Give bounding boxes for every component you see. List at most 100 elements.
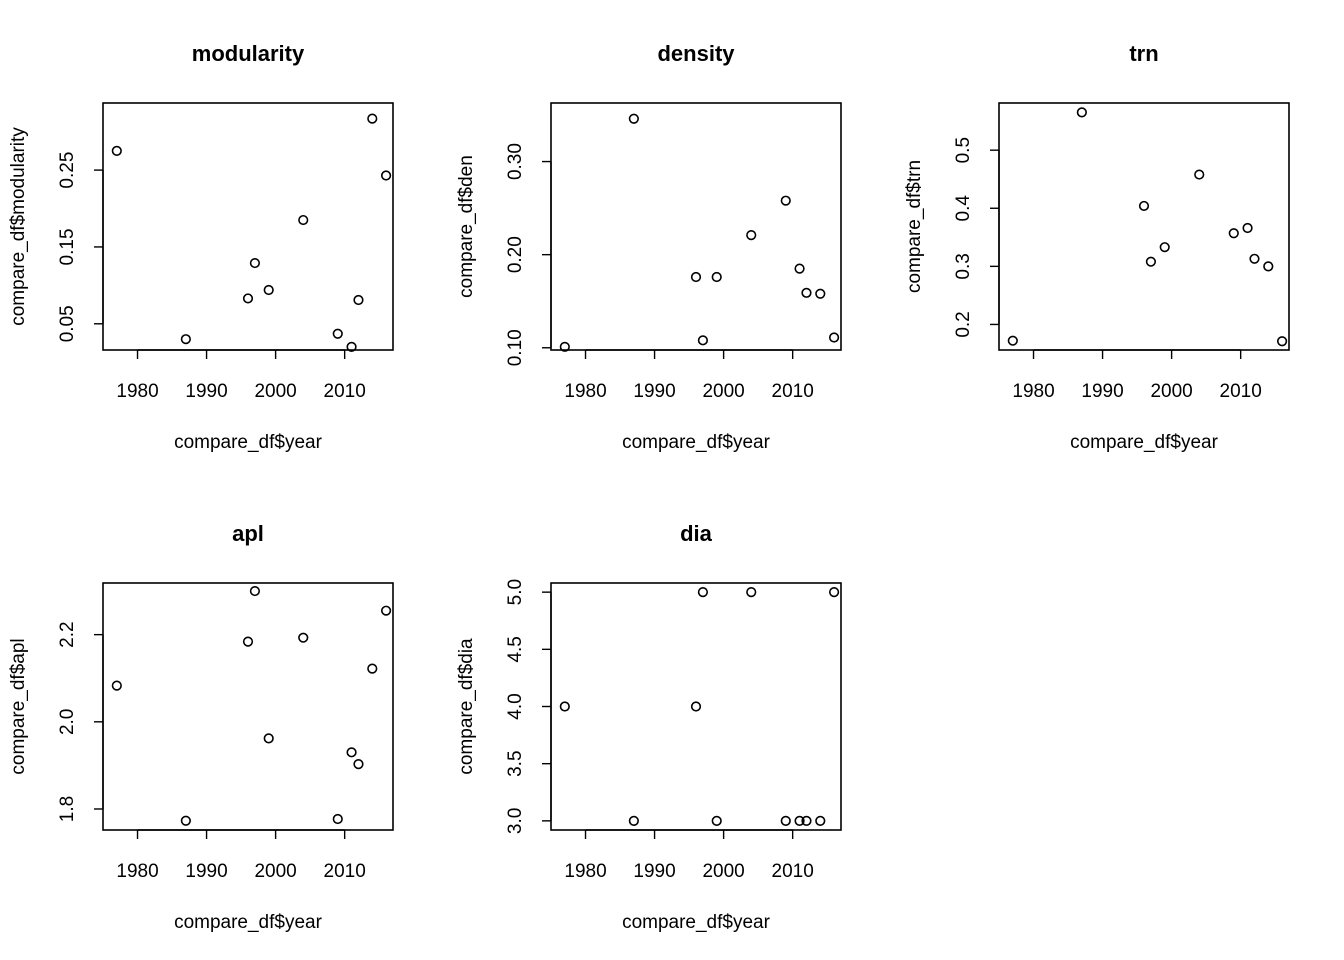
data-point (298, 214, 309, 226)
x-tick-label: 2000 (254, 381, 296, 402)
data-point (180, 334, 191, 345)
data-point (1159, 242, 1170, 253)
data-point (263, 733, 274, 744)
x-tick-label: 1990 (185, 381, 227, 402)
y-tick-label: 2.2 (57, 621, 78, 647)
plot-box (998, 102, 1290, 351)
chart-panel-apl: apl 1980 1990 2000 2010 1.8 2.0 2.2 compare_df$y… (8, 521, 394, 933)
y-tick-label: 0.20 (505, 236, 526, 273)
data-point (298, 632, 309, 643)
data-point (346, 341, 357, 352)
x-tick-label: 2000 (254, 861, 296, 882)
y-axis-label: compare_df$trn (904, 160, 925, 293)
data-point (249, 585, 261, 597)
data-point (815, 815, 826, 826)
data-point (263, 284, 274, 296)
data-point (380, 605, 392, 616)
data-point (111, 680, 122, 691)
plot-box (102, 102, 394, 351)
data-point (690, 701, 702, 712)
data-point (242, 293, 254, 304)
data-point (353, 758, 364, 770)
x-axis-label: compare_df$year (1070, 432, 1219, 453)
y-axis-label: compare_df$dia (456, 638, 477, 775)
x-tick-label: 2000 (1150, 381, 1192, 402)
data-point (332, 813, 343, 825)
y-tick-label: 0.3 (953, 253, 974, 279)
data-point (780, 195, 791, 206)
plot-box (550, 582, 842, 831)
x-tick-label: 2010 (772, 861, 814, 882)
data-point (628, 815, 639, 826)
data-point (380, 170, 392, 181)
y-axis-label: compare_df$apl (8, 638, 29, 774)
data-point (367, 663, 378, 674)
data-point (1276, 336, 1288, 347)
x-axis-label: compare_df$year (622, 912, 771, 933)
data-point (1007, 335, 1018, 346)
data-point (1076, 107, 1087, 118)
data-point (1194, 169, 1205, 180)
x-tick-label: 1980 (1012, 381, 1054, 402)
data-point (711, 815, 722, 826)
y-tick-label: 5.0 (505, 579, 526, 605)
x-tick-label: 2010 (1220, 381, 1262, 402)
x-tick-label: 1990 (633, 381, 675, 402)
x-tick-label: 1990 (1081, 381, 1123, 402)
data-point (828, 332, 840, 343)
data-point (1242, 222, 1253, 234)
plot-box (550, 102, 842, 351)
x-tick-label: 2000 (702, 861, 744, 882)
chart-panel-dia: dia 1980 1990 2000 2010 3.0 3.5 4.0 4.5 5.0 compar… (456, 521, 842, 933)
data-point (711, 271, 722, 283)
data-point (353, 294, 364, 306)
chart-panel-density: density 1980 1990 2000 2010 0.10 0.20 0.30 compa… (456, 41, 842, 453)
chart-title: density (657, 41, 735, 66)
data-point (332, 328, 343, 339)
y-tick-label: 2.0 (57, 709, 78, 735)
data-point (794, 263, 805, 274)
x-tick-label: 1990 (633, 861, 675, 882)
data-point (780, 815, 791, 826)
y-tick-label: 4.5 (505, 636, 526, 662)
y-axis-label: compare_df$modularity (8, 127, 29, 326)
x-axis-label: compare_df$year (622, 432, 771, 453)
data-point (1249, 253, 1260, 264)
data-point (559, 701, 570, 712)
y-tick-label: 0.30 (505, 143, 526, 180)
data-point (242, 636, 254, 647)
y-tick-label: 3.5 (505, 750, 526, 776)
plot-box (102, 582, 394, 831)
x-tick-label: 1990 (185, 861, 227, 882)
x-axis-label: compare_df$year (174, 912, 323, 933)
data-point (1228, 228, 1239, 239)
data-point (801, 287, 812, 298)
y-tick-label: 0.5 (953, 137, 974, 163)
y-tick-label: 0.25 (57, 152, 78, 189)
data-point (346, 747, 357, 758)
y-tick-label: 0.2 (953, 311, 974, 337)
y-tick-label: 0.15 (57, 228, 78, 265)
data-point (697, 587, 709, 598)
chart-title: trn (1129, 41, 1158, 66)
data-point (815, 288, 826, 299)
y-tick-label: 1.8 (57, 796, 78, 822)
data-point (746, 587, 757, 598)
chart-title: dia (680, 521, 713, 546)
data-point (746, 230, 757, 241)
x-tick-label: 2010 (772, 381, 814, 402)
x-tick-label: 1980 (564, 861, 606, 882)
x-tick-label: 1980 (116, 861, 158, 882)
data-point (249, 257, 261, 269)
chart-title: modularity (192, 41, 305, 66)
data-point (690, 271, 702, 283)
x-tick-label: 2000 (702, 381, 744, 402)
x-tick-label: 2010 (324, 861, 366, 882)
y-tick-label: 3.0 (505, 808, 526, 834)
data-point (794, 815, 805, 826)
data-point (697, 335, 709, 346)
data-point (828, 587, 840, 598)
x-axis-label: compare_df$year (174, 432, 323, 453)
x-tick-label: 2010 (324, 381, 366, 402)
data-point (801, 815, 812, 826)
